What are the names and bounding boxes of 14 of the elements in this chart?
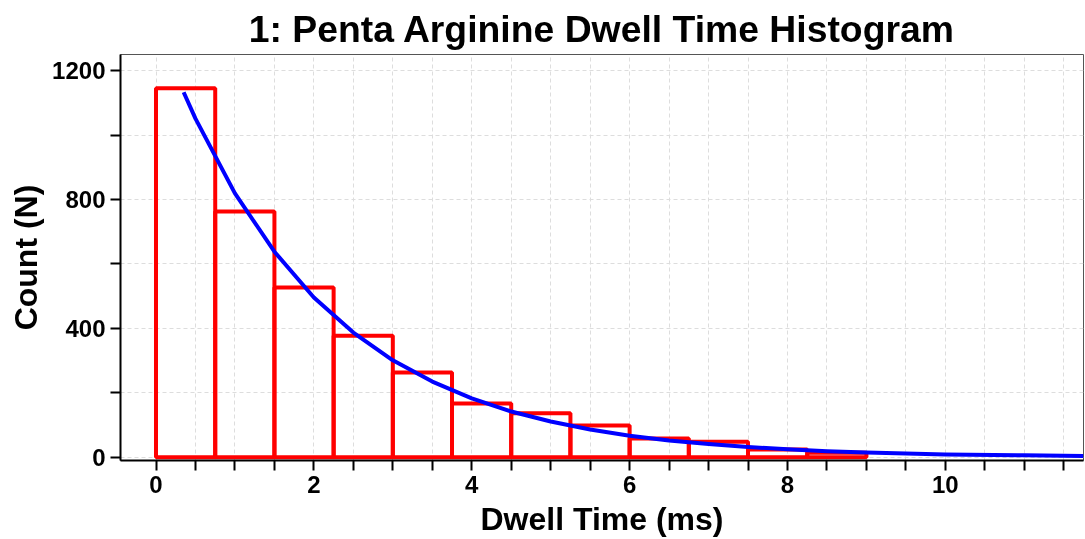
x-tick-label: 6 — [622, 470, 637, 498]
x-tick-label: 2 — [307, 470, 321, 498]
line-series — [181, 90, 1084, 458]
x-tick-label: 4 — [465, 470, 480, 498]
chart-title: 1: Penta Arginine Dwell Time Histogram — [248, 7, 954, 50]
y-tick-label: 0 — [92, 443, 106, 471]
y-axis-title: Count (N) — [8, 184, 45, 331]
x-tick-label: 10 — [932, 470, 959, 498]
x-tick-label: 0 — [149, 470, 163, 498]
y-tick-label: 1200 — [52, 57, 106, 85]
y-tick-label: 400 — [65, 314, 106, 342]
y-tick-label: 800 — [65, 186, 106, 213]
x-tick-label: 8 — [780, 470, 795, 498]
x-axis-title: Dwell Time (ms) — [480, 500, 724, 537]
